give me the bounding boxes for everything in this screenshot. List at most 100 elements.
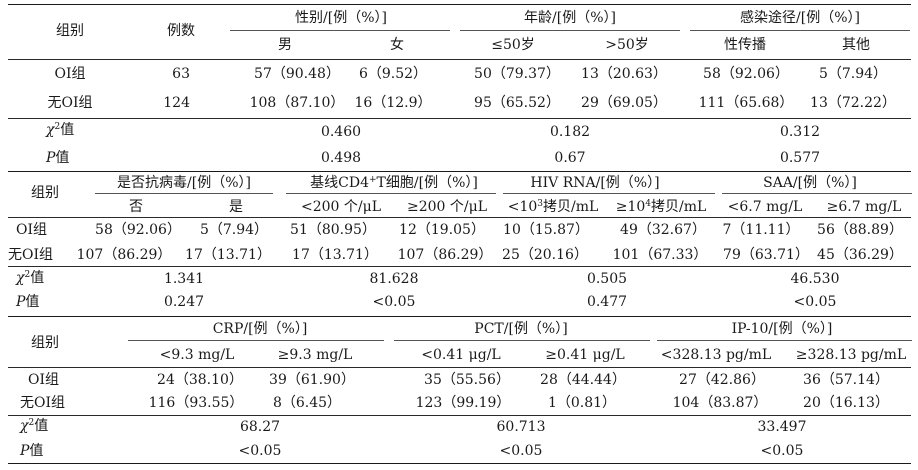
t1-row1-female: 6（9.52） (358, 66, 428, 82)
t2-row2-hiv-lt: 25（20.16） (502, 247, 588, 263)
t1-age-le50-header: ≤50岁 (491, 37, 535, 53)
table3-bottom-rule (8, 463, 911, 464)
t1-male-header: 男 (278, 37, 292, 53)
t3-row1-ip10-lt: 27（42.86） (679, 372, 765, 388)
t2-no-header: 否 (129, 199, 143, 215)
t2-cd4-header: 基线CD4+T细胞/[例（%）] (310, 175, 478, 191)
table1-header-rule (8, 59, 911, 60)
t3-ip10-span-rule (657, 340, 912, 341)
t2-chi-label: χ2值 (16, 270, 45, 286)
t2-row1-yes: 5（7.94） (199, 222, 269, 238)
t3-row2-crp-lt: 116（93.55） (148, 395, 244, 411)
t2-cd4-ge-header: ≥200 个/μL (406, 199, 488, 215)
t2-chi-saa: 46.530 (790, 271, 840, 287)
t3-row1-crp-ge: 39（61.90） (269, 372, 355, 388)
t2-yes-header: 是 (229, 199, 243, 215)
t1-route-header: 感染途径/[例（%）] (740, 10, 860, 26)
t1-row2-other: 13（72.22） (810, 95, 896, 111)
t3-chi-crp: 68.27 (239, 419, 281, 435)
t2-row2-yes: 17（13.71） (185, 247, 271, 263)
t1-row1-le50: 50（79.37） (474, 66, 560, 82)
t2-saa-span-rule (722, 193, 912, 194)
t3-pct-span-rule (394, 340, 650, 341)
t2-row1-label: OI组 (16, 222, 48, 238)
t3-chi-pct: 60.713 (496, 419, 546, 435)
t3-p-ip10: <0.05 (760, 443, 804, 459)
t2-row2-label: 无OI组 (8, 247, 54, 263)
t3-row1-pct-ge: 28（44.44） (540, 372, 626, 388)
t3-chi-ip10: 33.497 (757, 419, 807, 435)
t3-row2-ip10-lt: 104（83.87） (672, 395, 768, 411)
t3-row2-pct-ge: 1（0.81） (547, 395, 617, 411)
t3-ip10-header: IP-10/[例（%）] (731, 321, 833, 337)
t3-pct-lt-header: <0.41 μg/L (421, 347, 501, 363)
t3-row2-pct-lt: 123（99.19） (415, 395, 511, 411)
t2-chi-antiviral: 1.341 (163, 271, 205, 287)
table3-header-rule (8, 367, 911, 368)
t3-ip10-ge-header: ≥328.13 pg/mL (795, 347, 907, 363)
t2-row2-saa-ge: 45（36.29） (817, 247, 903, 263)
t3-p-crp: <0.05 (238, 443, 282, 459)
t3-pct-ge-header: ≥0.41 μg/L (545, 347, 625, 363)
t1-row1-label: OI组 (54, 66, 86, 82)
t1-p-route: 0.577 (779, 150, 821, 166)
t2-hiv-lt-header: <103拷贝/mL (507, 199, 599, 215)
t2-row2-hiv-ge: 101（67.33） (612, 247, 708, 263)
table3-body-rule (8, 415, 911, 416)
t3-chi-label: χ2值 (20, 418, 49, 434)
t1-row1-other: 5（7.94） (818, 66, 888, 82)
t1-chi-age: 0.182 (549, 124, 591, 140)
t1-row2-female: 16（12.9） (354, 95, 432, 111)
t3-p-pct: <0.05 (499, 443, 543, 459)
t3-row1-pct-lt: 35（55.56） (424, 372, 510, 388)
t2-hiv-span-rule (503, 193, 715, 194)
t3-ip10-lt-header: <328.13 pg/mL (660, 347, 772, 363)
t1-age-header: 年龄/[例（%）] (524, 10, 616, 26)
t1-chi-label: χ2值 (46, 122, 75, 138)
t1-row1-n: 63 (172, 66, 190, 82)
t2-p-label: P值 (16, 294, 40, 310)
t3-crp-header: CRP/[例（%）] (212, 321, 308, 337)
t2-p-antiviral: 0.247 (163, 294, 205, 310)
t1-row2-gt50: 29（69.05） (581, 95, 667, 111)
t2-antiviral-span-rule (95, 193, 273, 194)
table2-header-rule (8, 217, 911, 218)
t2-p-hiv: 0.477 (586, 294, 628, 310)
t3-row2-ip10-ge: 20（16.13） (803, 395, 889, 411)
t1-row2-label: 无OI组 (47, 95, 93, 111)
table1-body-rule (8, 118, 911, 119)
t3-row1-ip10-ge: 36（57.14） (803, 372, 889, 388)
t1-female-header: 女 (390, 37, 404, 53)
t2-hiv-header: HIV RNA/[例（%）] (530, 175, 660, 191)
t1-age-gt50-header: >50岁 (605, 37, 649, 53)
t1-route-span-rule (690, 30, 910, 31)
t2-row1-cd4-lt: 51（80.95） (290, 222, 376, 238)
t2-row2-no: 107（86.29） (76, 247, 172, 263)
t2-group-header: 组别 (31, 185, 59, 201)
t1-p-age: 0.67 (554, 150, 586, 166)
t1-sex-span-rule (230, 30, 450, 31)
t2-saa-ge-header: ≥6.7 mg/L (826, 199, 902, 215)
t1-row2-sexual: 111（65.68） (698, 95, 794, 111)
t2-row1-hiv-lt: 10（15.87） (503, 222, 589, 238)
t1-sex-header: 性别/[例（%）] (295, 10, 387, 26)
t2-chi-cd4: 81.628 (369, 271, 419, 287)
t2-hiv-ge-header: ≥104拷贝/mL (615, 199, 707, 215)
t2-cd4-span-rule (286, 193, 496, 194)
table2-top-rule (8, 171, 911, 172)
t1-row1-sexual: 58（92.06） (703, 66, 789, 82)
t2-row2-cd4-lt: 17（13.71） (292, 247, 378, 263)
table3-top-rule (8, 316, 911, 317)
t3-row2-label: 无OI组 (20, 395, 66, 411)
t2-row1-saa-ge: 56（88.89） (817, 222, 903, 238)
t3-row2-crp-ge: 8（6.45） (272, 395, 342, 411)
t1-row2-n: 124 (163, 95, 190, 111)
t2-cd4-lt-header: <200 个/μL (300, 199, 382, 215)
t2-row2-saa-lt: 79（63.71） (723, 247, 809, 263)
t1-sexual-header: 性传播 (724, 37, 766, 53)
t2-row1-saa-lt: 7（11.11） (722, 222, 800, 238)
t3-pct-header: PCT/[例（%）] (474, 321, 568, 337)
t1-other-header: 其他 (842, 37, 870, 53)
t3-crp-span-rule (128, 340, 384, 341)
